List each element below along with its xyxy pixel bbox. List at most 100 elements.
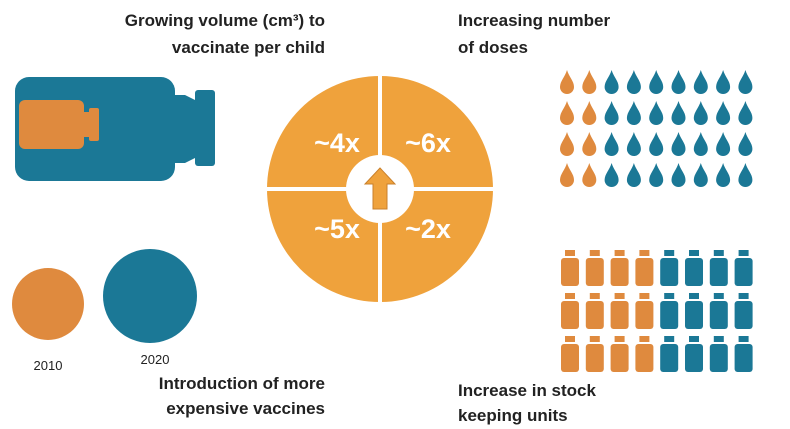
vial-body [685,258,703,286]
vial-body [585,258,604,286]
vial-cap [639,293,650,299]
vial-cap [738,250,749,256]
vial-icon [709,293,728,329]
vial-cap [664,293,675,299]
title-line: Growing volume (cm³) to [125,11,325,30]
title-line: Introduction of more [159,374,325,393]
year-label: 2010 [34,358,63,373]
vial-body [709,258,728,286]
vial-cap [565,336,575,342]
quadrant-label: ~6x [405,128,451,158]
vial-icon [561,336,579,372]
vial-cap [738,293,749,299]
vial-cap [738,336,749,342]
vial-icon [685,336,703,372]
vial-cap [614,293,625,299]
vial-cap [664,336,675,342]
vial-icon [610,293,629,329]
drop-icon [560,70,574,94]
vial-icon [585,336,604,372]
drop-icon [560,101,574,125]
vial-cap [713,336,724,342]
drop-icon [738,163,753,187]
vial-body [610,344,629,372]
drop-icon [738,132,753,156]
drop-icon [649,132,664,156]
vial-cap [713,250,724,256]
drop-icon [671,132,686,156]
vial-cap [689,336,699,342]
vial-body [635,344,654,372]
drop-icon [693,101,708,125]
vial-cap [614,250,625,256]
vial-icon [561,250,579,286]
vial-body [660,258,679,286]
drop-icon [716,132,731,156]
drop-icon [738,70,753,94]
vial-body [561,258,579,286]
vial-cap [565,250,575,256]
drop-icon [560,132,574,156]
drop-icon [671,70,686,94]
title-line: keeping units [458,406,568,425]
title-line: vaccinate per child [172,38,325,57]
drop-icon [738,101,753,125]
drop-icon [649,101,664,125]
vial-icon [734,336,753,372]
vial-icon [585,293,604,329]
vial-cap [589,250,600,256]
vial-icon [610,250,629,286]
year-label: 2020 [141,352,170,367]
vial-icon [685,250,703,286]
vial-grid [561,250,753,372]
vial-icon [734,250,753,286]
title-line: expensive vaccines [166,399,325,418]
drop-icon [604,132,619,156]
vial-body [561,344,579,372]
drop-icon [626,163,641,187]
vial-body [660,344,679,372]
vial-icon [610,336,629,372]
vial-cap [565,293,575,299]
vial-body [685,301,703,329]
drop-icon [671,163,686,187]
drop-icon [671,101,686,125]
drop-icon [649,70,664,94]
vial-body [734,301,753,329]
vial-body [610,301,629,329]
vial-body [709,301,728,329]
cost-circle [103,249,197,343]
drop-icon [716,70,731,94]
vial-body [585,301,604,329]
drop-grid [560,70,753,187]
title-line: Increasing number [458,11,610,30]
drop-icon [716,163,731,187]
vial-body [734,258,753,286]
vial-cap [614,336,625,342]
drop-icon [626,70,641,94]
vial-cap [589,293,600,299]
quadrant-label: ~2x [405,214,451,244]
title-line: of doses [458,38,528,57]
vial-cap [639,250,650,256]
drop-icon [604,101,619,125]
title-line: Increase in stock [458,381,597,400]
vial-icon [660,250,679,286]
quadrant-label: ~4x [314,128,360,158]
vial-icon [635,293,654,329]
drop-icon [604,70,619,94]
drop-icon [604,163,619,187]
drop-icon [582,132,597,156]
vial-icon [734,293,753,329]
vial-cap [689,293,699,299]
drop-icon [649,163,664,187]
vial-cap [664,250,675,256]
drop-icon [626,101,641,125]
cost-circle [12,268,84,340]
drop-icon [626,132,641,156]
drop-icon [693,132,708,156]
vial-body [685,344,703,372]
vial-icon [635,250,654,286]
drop-icon [560,163,574,187]
